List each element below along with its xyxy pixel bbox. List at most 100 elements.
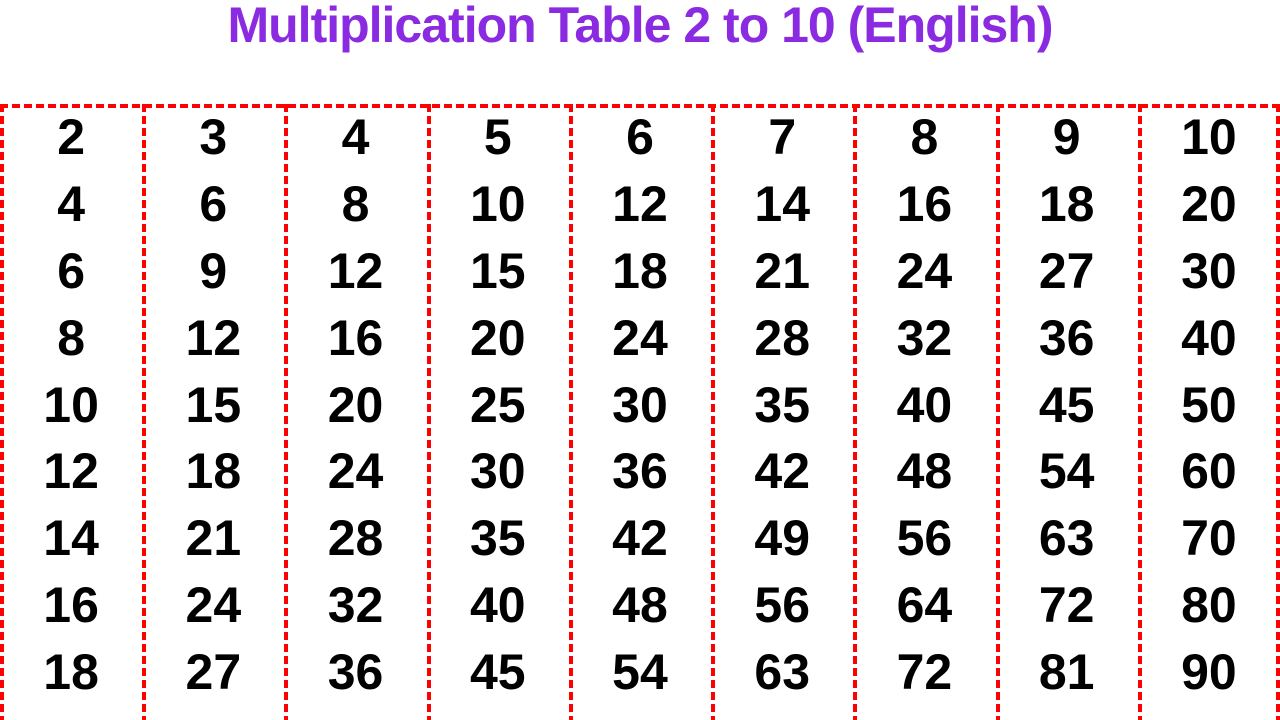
table-cell: 60	[1138, 438, 1280, 505]
table-cell: 72	[853, 638, 995, 705]
table-column-divider	[996, 104, 1000, 720]
table-cell: 24	[569, 304, 711, 371]
table-cell: 24	[142, 572, 284, 639]
table-column-divider	[569, 104, 573, 720]
table-cell: 12	[0, 438, 142, 505]
page-title: Multiplication Table 2 to 10 (English)	[0, 0, 1280, 52]
table-cell: 40	[427, 572, 569, 639]
table-cell: 10	[1138, 104, 1280, 171]
table-cell: 15	[142, 371, 284, 438]
table-cell: 35	[427, 505, 569, 572]
table-cell: 4	[0, 171, 142, 238]
table-cell: 16	[0, 572, 142, 639]
table-cell: 36	[996, 304, 1138, 371]
table-cell: 9	[996, 104, 1138, 171]
table-cell: 36	[284, 638, 426, 705]
table-row: 101520253035404550	[0, 371, 1280, 438]
table-cell: 14	[0, 505, 142, 572]
table-cell: 32	[284, 572, 426, 639]
table-row: 142128354249566370	[0, 505, 1280, 572]
table-cell: 2	[0, 104, 142, 171]
table-cell: 54	[996, 438, 1138, 505]
table-cell: 40	[1138, 304, 1280, 371]
table-row: 182736455463728190	[0, 638, 1280, 705]
table-row: 81216202428323640	[0, 304, 1280, 371]
table-cell: 25	[427, 371, 569, 438]
table-cell: 72	[996, 572, 1138, 639]
multiplication-table: 2345678910468101214161820691215182124273…	[0, 52, 1280, 720]
table-cell: 18	[996, 171, 1138, 238]
table-cell: 18	[0, 638, 142, 705]
table-cell: 15	[427, 238, 569, 305]
table-outer-border	[1276, 104, 1280, 720]
table-row: 6912151821242730	[0, 238, 1280, 305]
table-cell: 63	[711, 638, 853, 705]
table-cell: 30	[427, 438, 569, 505]
table-cell: 27	[142, 638, 284, 705]
table-cell: 42	[569, 505, 711, 572]
table-cell: 100	[1138, 705, 1280, 720]
table-grid: 2345678910468101214161820691215182124273…	[0, 104, 1280, 720]
table-cell: 6	[142, 171, 284, 238]
table-cell: 40	[853, 371, 995, 438]
table-row: 2345678910	[0, 104, 1280, 171]
table-cell: 32	[853, 304, 995, 371]
table-cell: 8	[0, 304, 142, 371]
table-cell: 6	[569, 104, 711, 171]
table-cell: 45	[427, 638, 569, 705]
table-cell: 48	[569, 572, 711, 639]
table-cell: 54	[569, 638, 711, 705]
table-cell: 30	[142, 705, 284, 720]
table-cell: 20	[284, 371, 426, 438]
table-cell: 28	[711, 304, 853, 371]
table-cell: 4	[284, 104, 426, 171]
table-cell: 64	[853, 572, 995, 639]
table-cell: 90	[1138, 638, 1280, 705]
table-cell: 21	[142, 505, 284, 572]
table-cell: 42	[711, 438, 853, 505]
table-cell: 20	[0, 705, 142, 720]
table-cell: 8	[853, 104, 995, 171]
table-cell: 20	[1138, 171, 1280, 238]
table-cell: 50	[1138, 371, 1280, 438]
table-cell: 40	[284, 705, 426, 720]
table-cell: 12	[284, 238, 426, 305]
table-cell: 21	[711, 238, 853, 305]
table-top-border	[0, 104, 1280, 108]
table-cell: 18	[569, 238, 711, 305]
table-row: 468101214161820	[0, 171, 1280, 238]
table-cell: 3	[142, 104, 284, 171]
table-column-divider	[1138, 104, 1142, 720]
table-cell: 36	[569, 438, 711, 505]
table-cell: 24	[284, 438, 426, 505]
table-cell: 28	[284, 505, 426, 572]
table-column-divider	[142, 104, 146, 720]
table-cell: 30	[1138, 238, 1280, 305]
table-cell: 60	[569, 705, 711, 720]
table-cell: 81	[996, 638, 1138, 705]
table-cell: 35	[711, 371, 853, 438]
table-column-divider	[427, 104, 431, 720]
table-cell: 14	[711, 171, 853, 238]
table-cell: 80	[853, 705, 995, 720]
table-cell: 5	[427, 104, 569, 171]
table-cell: 18	[142, 438, 284, 505]
table-cell: 70	[1138, 505, 1280, 572]
table-cell: 16	[853, 171, 995, 238]
table-cell: 50	[427, 705, 569, 720]
table-cell: 56	[711, 572, 853, 639]
table-cell: 70	[711, 705, 853, 720]
table-cell: 63	[996, 505, 1138, 572]
table-cell: 49	[711, 505, 853, 572]
table-outer-border	[0, 104, 4, 720]
table-cell: 12	[569, 171, 711, 238]
table-row: 121824303642485460	[0, 438, 1280, 505]
table-cell: 45	[996, 371, 1138, 438]
table-cell: 48	[853, 438, 995, 505]
table-column-divider	[853, 104, 857, 720]
table-cell: 8	[284, 171, 426, 238]
table-row: 162432404856647280	[0, 572, 1280, 639]
table-cell: 24	[853, 238, 995, 305]
table-cell: 27	[996, 238, 1138, 305]
table-cell: 10	[0, 371, 142, 438]
